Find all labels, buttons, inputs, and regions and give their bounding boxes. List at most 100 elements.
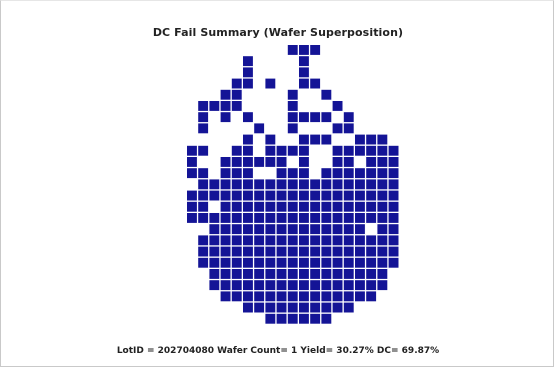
fail-die <box>198 201 209 212</box>
fail-die <box>332 280 343 291</box>
fail-die <box>355 179 365 190</box>
fail-die <box>299 280 309 291</box>
fail-die <box>377 201 388 212</box>
fail-die <box>265 157 276 167</box>
fail-die <box>321 269 332 279</box>
fail-die <box>287 213 298 223</box>
fail-die <box>355 145 365 156</box>
fail-die <box>276 224 287 235</box>
fail-die <box>332 224 343 235</box>
fail-die <box>243 145 253 156</box>
fail-die <box>388 246 399 257</box>
fail-die <box>287 280 298 291</box>
fail-die <box>254 123 265 134</box>
fail-die <box>287 302 298 313</box>
fail-die <box>231 89 242 100</box>
fail-die <box>321 201 332 212</box>
fail-die <box>355 269 365 279</box>
fail-die <box>265 313 276 324</box>
fail-die <box>321 112 332 123</box>
fail-die <box>198 257 209 268</box>
fail-die <box>310 134 321 145</box>
fail-die <box>321 89 332 100</box>
fail-die <box>198 112 209 123</box>
fail-die <box>343 213 354 223</box>
fail-die <box>243 302 253 313</box>
fail-die <box>299 179 309 190</box>
fail-die <box>220 168 231 179</box>
fail-die <box>231 145 242 156</box>
fail-die <box>220 213 231 223</box>
fail-die <box>377 235 388 246</box>
fail-die <box>366 157 377 167</box>
fail-die <box>198 235 209 246</box>
fail-die <box>377 134 388 145</box>
fail-die <box>343 257 354 268</box>
fail-die <box>332 101 343 111</box>
fail-die <box>377 246 388 257</box>
fail-die <box>220 112 231 123</box>
fail-die <box>343 145 354 156</box>
fail-die <box>310 291 321 302</box>
fail-die <box>243 280 253 291</box>
fail-die <box>299 190 309 201</box>
fail-die <box>355 190 365 201</box>
fail-die <box>231 269 242 279</box>
fail-die <box>209 213 220 223</box>
fail-die <box>321 224 332 235</box>
fail-die <box>243 134 253 145</box>
fail-die <box>276 246 287 257</box>
fail-die <box>254 257 265 268</box>
fail-die <box>220 190 231 201</box>
fail-die <box>231 257 242 268</box>
fail-die <box>265 302 276 313</box>
fail-die <box>231 235 242 246</box>
fail-die <box>220 291 231 302</box>
fail-die <box>310 269 321 279</box>
fail-die <box>265 134 276 145</box>
fail-die <box>220 101 231 111</box>
fail-die <box>265 235 276 246</box>
fail-die <box>343 291 354 302</box>
fail-die <box>243 291 253 302</box>
fail-die <box>366 269 377 279</box>
chart-title: DC Fail Summary (Wafer Superposition) <box>152 26 404 39</box>
fail-die <box>276 213 287 223</box>
fail-die <box>310 201 321 212</box>
fail-die <box>366 257 377 268</box>
fail-die <box>276 302 287 313</box>
fail-die <box>276 190 287 201</box>
fail-die <box>276 168 287 179</box>
fail-die <box>276 145 287 156</box>
fail-die <box>343 302 354 313</box>
fail-die <box>187 213 197 223</box>
fail-die <box>366 168 377 179</box>
fail-die <box>332 123 343 134</box>
chart-footer: LotID = 202704080 Wafer Count= 1 Yield= … <box>116 346 440 356</box>
fail-die <box>254 291 265 302</box>
fail-die <box>388 190 399 201</box>
fail-die <box>366 201 377 212</box>
fail-die <box>220 157 231 167</box>
fail-die <box>321 257 332 268</box>
fail-die <box>287 291 298 302</box>
fail-die <box>231 101 242 111</box>
fail-die <box>332 145 343 156</box>
fail-die <box>287 246 298 257</box>
fail-die <box>231 224 242 235</box>
fail-die <box>287 235 298 246</box>
fail-die <box>299 302 309 313</box>
fail-die <box>343 157 354 167</box>
fail-die <box>287 89 298 100</box>
fail-die <box>388 157 399 167</box>
fail-die <box>377 179 388 190</box>
fail-die <box>366 190 377 201</box>
fail-die <box>355 213 365 223</box>
fail-die <box>287 168 298 179</box>
fail-die <box>243 157 253 167</box>
fail-die <box>243 235 253 246</box>
fail-die <box>310 179 321 190</box>
fail-die <box>187 201 197 212</box>
fail-die <box>198 179 209 190</box>
